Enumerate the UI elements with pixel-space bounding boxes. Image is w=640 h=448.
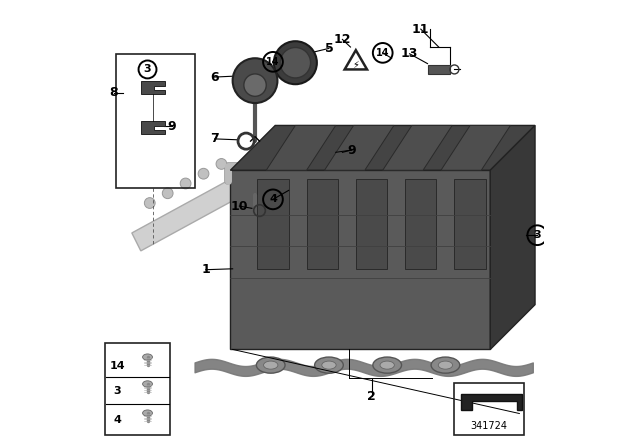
Polygon shape xyxy=(266,125,335,170)
Circle shape xyxy=(274,41,317,84)
Polygon shape xyxy=(324,125,394,170)
Ellipse shape xyxy=(257,357,285,373)
Ellipse shape xyxy=(380,361,394,369)
Text: 14: 14 xyxy=(376,48,390,58)
Bar xyxy=(116,54,195,188)
Text: 5: 5 xyxy=(324,42,333,55)
Circle shape xyxy=(244,74,266,96)
Circle shape xyxy=(198,168,209,179)
Polygon shape xyxy=(461,394,522,410)
Ellipse shape xyxy=(143,410,152,416)
Text: 13: 13 xyxy=(401,47,419,60)
Text: 341724: 341724 xyxy=(470,421,508,431)
Circle shape xyxy=(280,47,310,78)
Polygon shape xyxy=(345,50,367,69)
Polygon shape xyxy=(230,125,535,170)
Ellipse shape xyxy=(143,354,152,360)
Bar xyxy=(257,179,289,269)
Bar xyxy=(356,179,387,269)
Circle shape xyxy=(216,159,227,169)
Text: 6: 6 xyxy=(211,70,219,84)
Text: 3: 3 xyxy=(534,230,541,240)
Polygon shape xyxy=(141,121,165,134)
Bar xyxy=(454,383,524,435)
Text: 9: 9 xyxy=(347,143,356,157)
Polygon shape xyxy=(490,125,535,349)
Circle shape xyxy=(233,58,278,103)
Polygon shape xyxy=(441,125,511,170)
Ellipse shape xyxy=(431,357,460,373)
Bar xyxy=(307,179,338,269)
Polygon shape xyxy=(383,125,452,170)
Ellipse shape xyxy=(322,361,336,369)
Polygon shape xyxy=(428,65,450,74)
Text: 8: 8 xyxy=(109,86,118,99)
Text: 4: 4 xyxy=(113,415,122,425)
Circle shape xyxy=(180,178,191,189)
Bar xyxy=(454,179,486,269)
Text: 1: 1 xyxy=(202,263,210,276)
Ellipse shape xyxy=(315,357,343,373)
Ellipse shape xyxy=(373,357,401,373)
Text: 4: 4 xyxy=(269,194,277,204)
Circle shape xyxy=(163,188,173,198)
Text: 14: 14 xyxy=(109,361,125,371)
Text: 7: 7 xyxy=(211,132,219,146)
Text: 2: 2 xyxy=(367,390,376,403)
Text: 14: 14 xyxy=(266,57,280,67)
Text: 11: 11 xyxy=(412,22,429,36)
Bar xyxy=(105,343,170,435)
Polygon shape xyxy=(230,170,490,349)
Polygon shape xyxy=(132,179,239,251)
Text: 12: 12 xyxy=(333,33,351,46)
Text: ⚡: ⚡ xyxy=(353,60,359,70)
Polygon shape xyxy=(141,81,165,94)
Ellipse shape xyxy=(438,361,452,369)
Text: 3: 3 xyxy=(144,65,151,74)
Ellipse shape xyxy=(143,381,152,387)
Text: 3: 3 xyxy=(114,386,122,396)
Text: 9: 9 xyxy=(168,120,177,133)
Ellipse shape xyxy=(264,361,278,369)
Circle shape xyxy=(145,198,155,208)
Bar xyxy=(405,179,436,269)
Text: 10: 10 xyxy=(230,199,248,213)
